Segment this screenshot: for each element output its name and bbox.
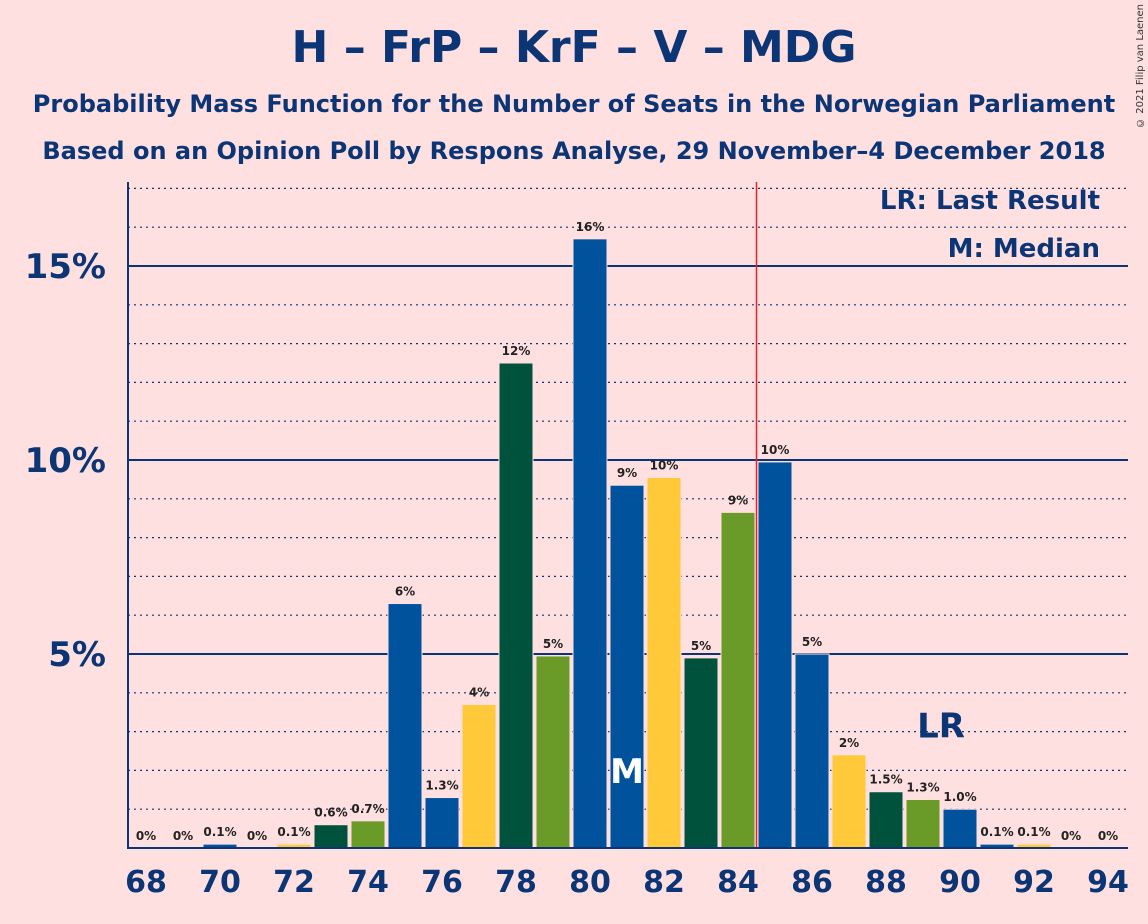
legend-median: M: Median	[948, 234, 1100, 264]
data-label-seat-90: 1.0%	[943, 790, 976, 804]
bar-seat-81	[609, 484, 645, 849]
data-label-seat-75: 6%	[395, 585, 415, 599]
data-label-seat-82: 10%	[650, 458, 679, 472]
data-label-seat-94: 0%	[1098, 829, 1118, 843]
data-label-seat-84: 9%	[728, 493, 748, 507]
data-label-seat-73: 0.6%	[314, 806, 347, 820]
data-label-seat-77: 4%	[469, 685, 489, 699]
data-label-seat-83: 5%	[691, 639, 711, 653]
bar-seat-80	[572, 238, 608, 849]
bar-seat-88	[868, 791, 904, 849]
y-tick-label: 5%	[48, 635, 106, 675]
data-label-seat-89: 1.3%	[906, 781, 939, 795]
bar-seat-74	[350, 820, 386, 849]
data-label-seat-74: 0.7%	[351, 802, 384, 816]
x-tick-label: 72	[273, 865, 315, 900]
data-label-seat-79: 5%	[543, 637, 563, 651]
bar-seat-86	[794, 653, 830, 849]
data-label-seat-70: 0.1%	[203, 825, 236, 839]
chart-subtitle-1: Probability Mass Function for the Number…	[32, 90, 1116, 118]
bar-seat-75	[387, 603, 423, 849]
x-tick-label: 92	[1013, 865, 1055, 900]
data-label-seat-87: 2%	[839, 736, 859, 750]
y-tick-label: 15%	[25, 247, 106, 287]
data-label-seat-88: 1.5%	[869, 773, 902, 787]
data-label-seat-68: 0%	[136, 829, 156, 843]
data-label-seat-72: 0.1%	[277, 825, 310, 839]
data-label-seat-81: 9%	[617, 466, 637, 480]
x-tick-label: 90	[939, 865, 981, 900]
chart-subtitle-2: Based on an Opinion Poll by Respons Anal…	[42, 137, 1106, 165]
median-marker: M	[610, 752, 644, 792]
bar-seat-78	[498, 362, 534, 849]
bar-seat-79	[535, 655, 571, 849]
x-tick-label: 94	[1087, 865, 1129, 900]
bar-seat-87	[831, 754, 867, 849]
chart-title: H – FrP – KrF – V – MDG	[291, 22, 857, 73]
bar-seat-83	[683, 657, 719, 849]
data-label-seat-69: 0%	[173, 829, 193, 843]
x-tick-label: 68	[125, 865, 167, 900]
x-tick-label: 84	[717, 865, 759, 900]
bar-seat-82	[646, 476, 682, 849]
bar-seat-77	[461, 703, 497, 849]
last-result-marker: LR	[917, 707, 965, 747]
data-label-seat-93: 0%	[1061, 829, 1081, 843]
x-tick-label: 70	[199, 865, 241, 900]
bar-seat-90	[942, 808, 978, 849]
data-label-seat-71: 0%	[247, 829, 267, 843]
x-tick-label: 78	[495, 865, 537, 900]
bar-seat-85	[757, 461, 793, 849]
bar-seat-76	[424, 797, 460, 849]
x-tick-label: 76	[421, 865, 463, 900]
data-label-seat-85: 10%	[761, 443, 790, 457]
data-label-seat-91: 0.1%	[980, 825, 1013, 839]
x-tick-label: 82	[643, 865, 685, 900]
data-label-seat-76: 1.3%	[425, 779, 458, 793]
bar-seat-84	[720, 511, 756, 849]
y-tick-label: 10%	[25, 441, 106, 481]
x-tick-label: 88	[865, 865, 907, 900]
x-tick-label: 80	[569, 865, 611, 900]
legend-last-result: LR: Last Result	[880, 186, 1100, 216]
data-label-seat-86: 5%	[802, 635, 822, 649]
bar-seat-89	[905, 799, 941, 849]
x-tick-label: 74	[347, 865, 389, 900]
bar-seat-73	[313, 824, 349, 849]
data-label-seat-78: 12%	[502, 344, 531, 358]
x-tick-label: 86	[791, 865, 833, 900]
data-label-seat-92: 0.1%	[1017, 825, 1050, 839]
data-label-seat-80: 16%	[576, 220, 605, 234]
